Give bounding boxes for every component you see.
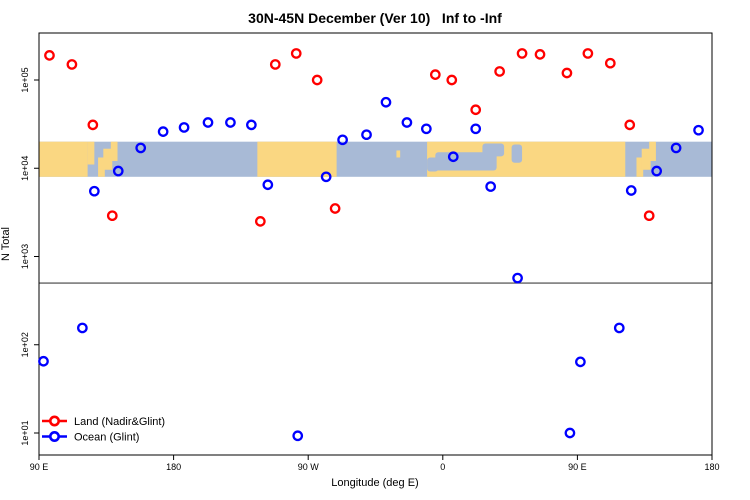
y-tick-label: 1e+05 bbox=[20, 67, 30, 92]
map-band-land bbox=[257, 141, 337, 177]
data-point-ocean bbox=[88, 185, 100, 197]
map-band-land bbox=[39, 141, 88, 177]
data-point-land bbox=[44, 50, 55, 61]
data-point-ocean bbox=[625, 185, 637, 196]
chart-title: 30N-45N December (Ver 10) Inf to -Inf bbox=[248, 10, 502, 26]
data-point-ocean bbox=[670, 142, 682, 154]
data-point-ocean bbox=[693, 124, 704, 136]
data-point-ocean bbox=[135, 142, 147, 154]
map-band-sea bbox=[435, 152, 497, 171]
data-point-land bbox=[624, 119, 636, 131]
map-band-sea bbox=[511, 144, 523, 163]
data-point-ocean bbox=[512, 272, 523, 284]
y-tick-label: 1e+03 bbox=[20, 244, 30, 269]
map-band-land bbox=[649, 141, 656, 161]
data-point-land bbox=[106, 210, 118, 222]
legend-label: Ocean (Glint) bbox=[74, 432, 139, 444]
data-point-ocean bbox=[651, 165, 663, 177]
legend-symbol-marker bbox=[48, 430, 60, 442]
plot-border bbox=[38, 32, 713, 456]
data-point-land bbox=[290, 48, 302, 59]
x-tick-label: 90 W bbox=[298, 462, 320, 472]
data-point-ocean bbox=[77, 322, 88, 334]
data-point-land bbox=[582, 48, 594, 59]
data-point-land bbox=[329, 203, 341, 214]
x-axis-label: Longitude (deg E) bbox=[331, 477, 419, 489]
data-point-land bbox=[66, 59, 78, 70]
data-point-ocean bbox=[38, 355, 49, 367]
data-point-ocean bbox=[361, 129, 372, 141]
data-point-land bbox=[254, 216, 266, 227]
data-point-ocean bbox=[262, 179, 274, 191]
data-point-ocean bbox=[613, 322, 625, 334]
map-band-land bbox=[641, 148, 651, 170]
legend-symbol-marker bbox=[48, 415, 60, 427]
data-point-land bbox=[516, 48, 528, 59]
data-point-land bbox=[87, 119, 99, 131]
data-point-ocean bbox=[225, 117, 236, 128]
data-point-land bbox=[534, 49, 546, 60]
data-point-ocean bbox=[447, 151, 459, 163]
data-point-ocean bbox=[112, 165, 124, 177]
data-point-ocean bbox=[420, 123, 432, 135]
data-point-ocean bbox=[246, 119, 257, 131]
data-point-ocean bbox=[292, 430, 304, 442]
data-point-ocean bbox=[564, 427, 576, 439]
data-point-ocean bbox=[380, 96, 392, 108]
data-point-land bbox=[269, 59, 281, 70]
x-tick-label: 90 E bbox=[30, 462, 49, 472]
map-band-land bbox=[636, 157, 644, 177]
y-tick-label: 1e+01 bbox=[20, 420, 30, 445]
data-point-ocean bbox=[157, 126, 169, 137]
y-tick-label: 1e+02 bbox=[20, 332, 30, 357]
data-point-land bbox=[561, 67, 573, 79]
data-point-ocean bbox=[337, 134, 348, 146]
map-band-land bbox=[87, 141, 95, 165]
data-point-ocean bbox=[470, 123, 482, 135]
data-point-ocean bbox=[178, 122, 190, 133]
map-band-land bbox=[98, 157, 105, 177]
x-tick-label: 0 bbox=[440, 462, 445, 472]
data-point-land bbox=[470, 104, 482, 116]
y-tick-label: 1e+04 bbox=[20, 156, 30, 181]
map-band-land bbox=[110, 141, 118, 161]
map-band-land bbox=[103, 148, 113, 170]
data-point-land bbox=[429, 69, 441, 80]
data-point-ocean bbox=[575, 356, 586, 368]
x-tick-label: 180 bbox=[704, 462, 719, 472]
data-point-land bbox=[643, 210, 655, 222]
map-band-sea bbox=[482, 143, 505, 157]
x-tick-label: 90 E bbox=[568, 462, 587, 472]
data-point-ocean bbox=[202, 117, 214, 128]
legend-label: Land (Nadir&Glint) bbox=[74, 416, 165, 428]
x-tick-label: 180 bbox=[166, 462, 181, 472]
data-point-ocean bbox=[401, 117, 413, 128]
data-point-land bbox=[494, 66, 505, 77]
map-band-land bbox=[396, 150, 401, 158]
data-point-ocean bbox=[485, 181, 497, 192]
data-point-land bbox=[311, 74, 323, 86]
data-point-ocean bbox=[320, 171, 332, 183]
data-point-land bbox=[446, 74, 458, 86]
data-point-land bbox=[604, 57, 616, 69]
